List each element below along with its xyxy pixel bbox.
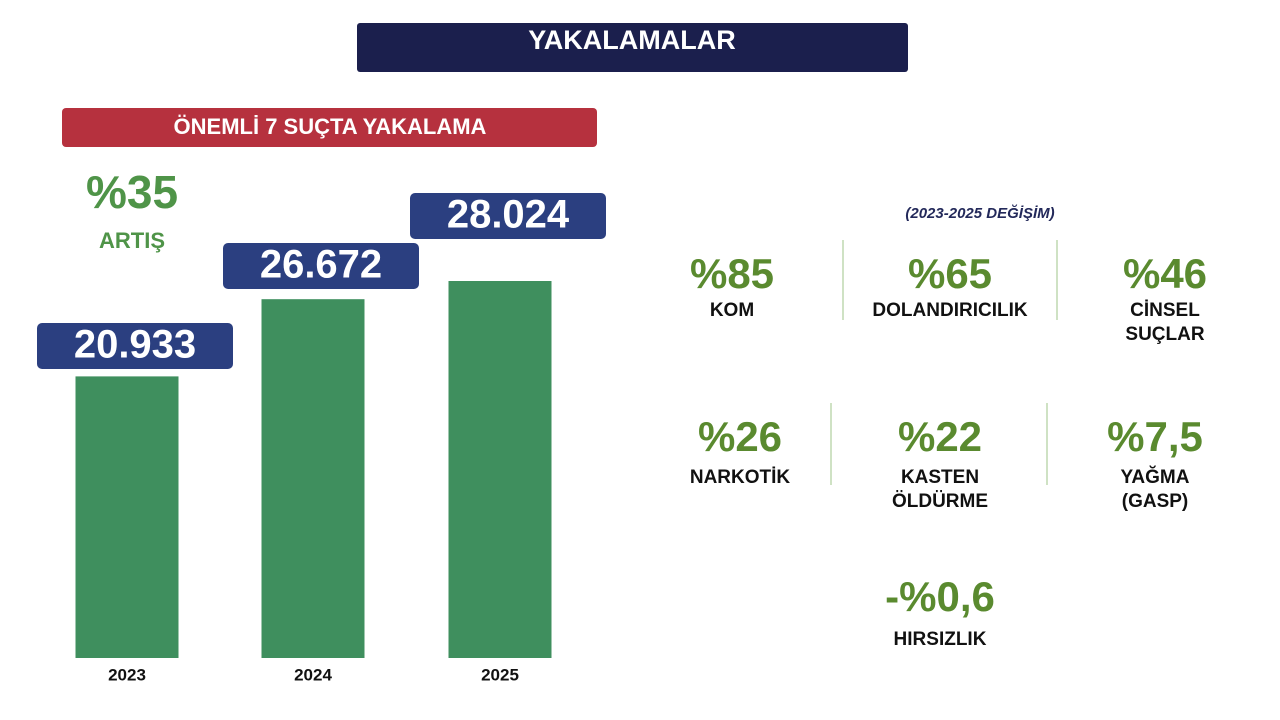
change-value: %85 [690, 250, 774, 297]
change-value: %46 [1123, 250, 1207, 297]
change-label: CİNSEL [1130, 300, 1200, 321]
change-label: HIRSIZLIK [894, 629, 987, 650]
change-value: %22 [898, 413, 982, 460]
changes-title: (2023-2025 DEĞİŞİM) [905, 204, 1054, 222]
value-label-box [410, 193, 606, 239]
change-label: DOLANDIRICILIK [872, 300, 1027, 321]
summary-label: ARTIŞ [99, 228, 165, 253]
change-value: %7,5 [1107, 413, 1203, 460]
title-bar [357, 23, 908, 72]
title: YAKALAMALAR [528, 25, 736, 55]
value-label-box [223, 243, 419, 289]
bar [261, 299, 365, 658]
change-label: ÖLDÜRME [892, 491, 988, 512]
dividers [830, 240, 1058, 485]
change-label: YAĞMA [1121, 466, 1190, 488]
change-label: KASTEN [901, 467, 979, 488]
change-value: %65 [908, 250, 992, 297]
subtitle-bar [62, 108, 597, 147]
x-tick-label: 2024 [294, 665, 332, 684]
change-value: %26 [698, 413, 782, 460]
x-tick-label: 2023 [108, 665, 146, 684]
value-label: 26.672 [260, 243, 382, 287]
summary-value: %35 [86, 166, 178, 218]
change-label: (GASP) [1122, 491, 1189, 512]
change-label: NARKOTİK [690, 467, 791, 488]
change-label: SUÇLAR [1125, 324, 1204, 345]
bar [448, 281, 552, 658]
value-label: 20.933 [74, 323, 196, 367]
chart-title: ÖNEMLİ 7 SUÇTA YAKALAMA [174, 114, 487, 139]
bar [75, 376, 179, 658]
value-label: 28.024 [447, 193, 570, 237]
change-value: -%0,6 [885, 573, 995, 620]
value-label-box [37, 323, 233, 369]
change-label: KOM [710, 300, 754, 321]
x-tick-label: 2025 [481, 665, 519, 684]
